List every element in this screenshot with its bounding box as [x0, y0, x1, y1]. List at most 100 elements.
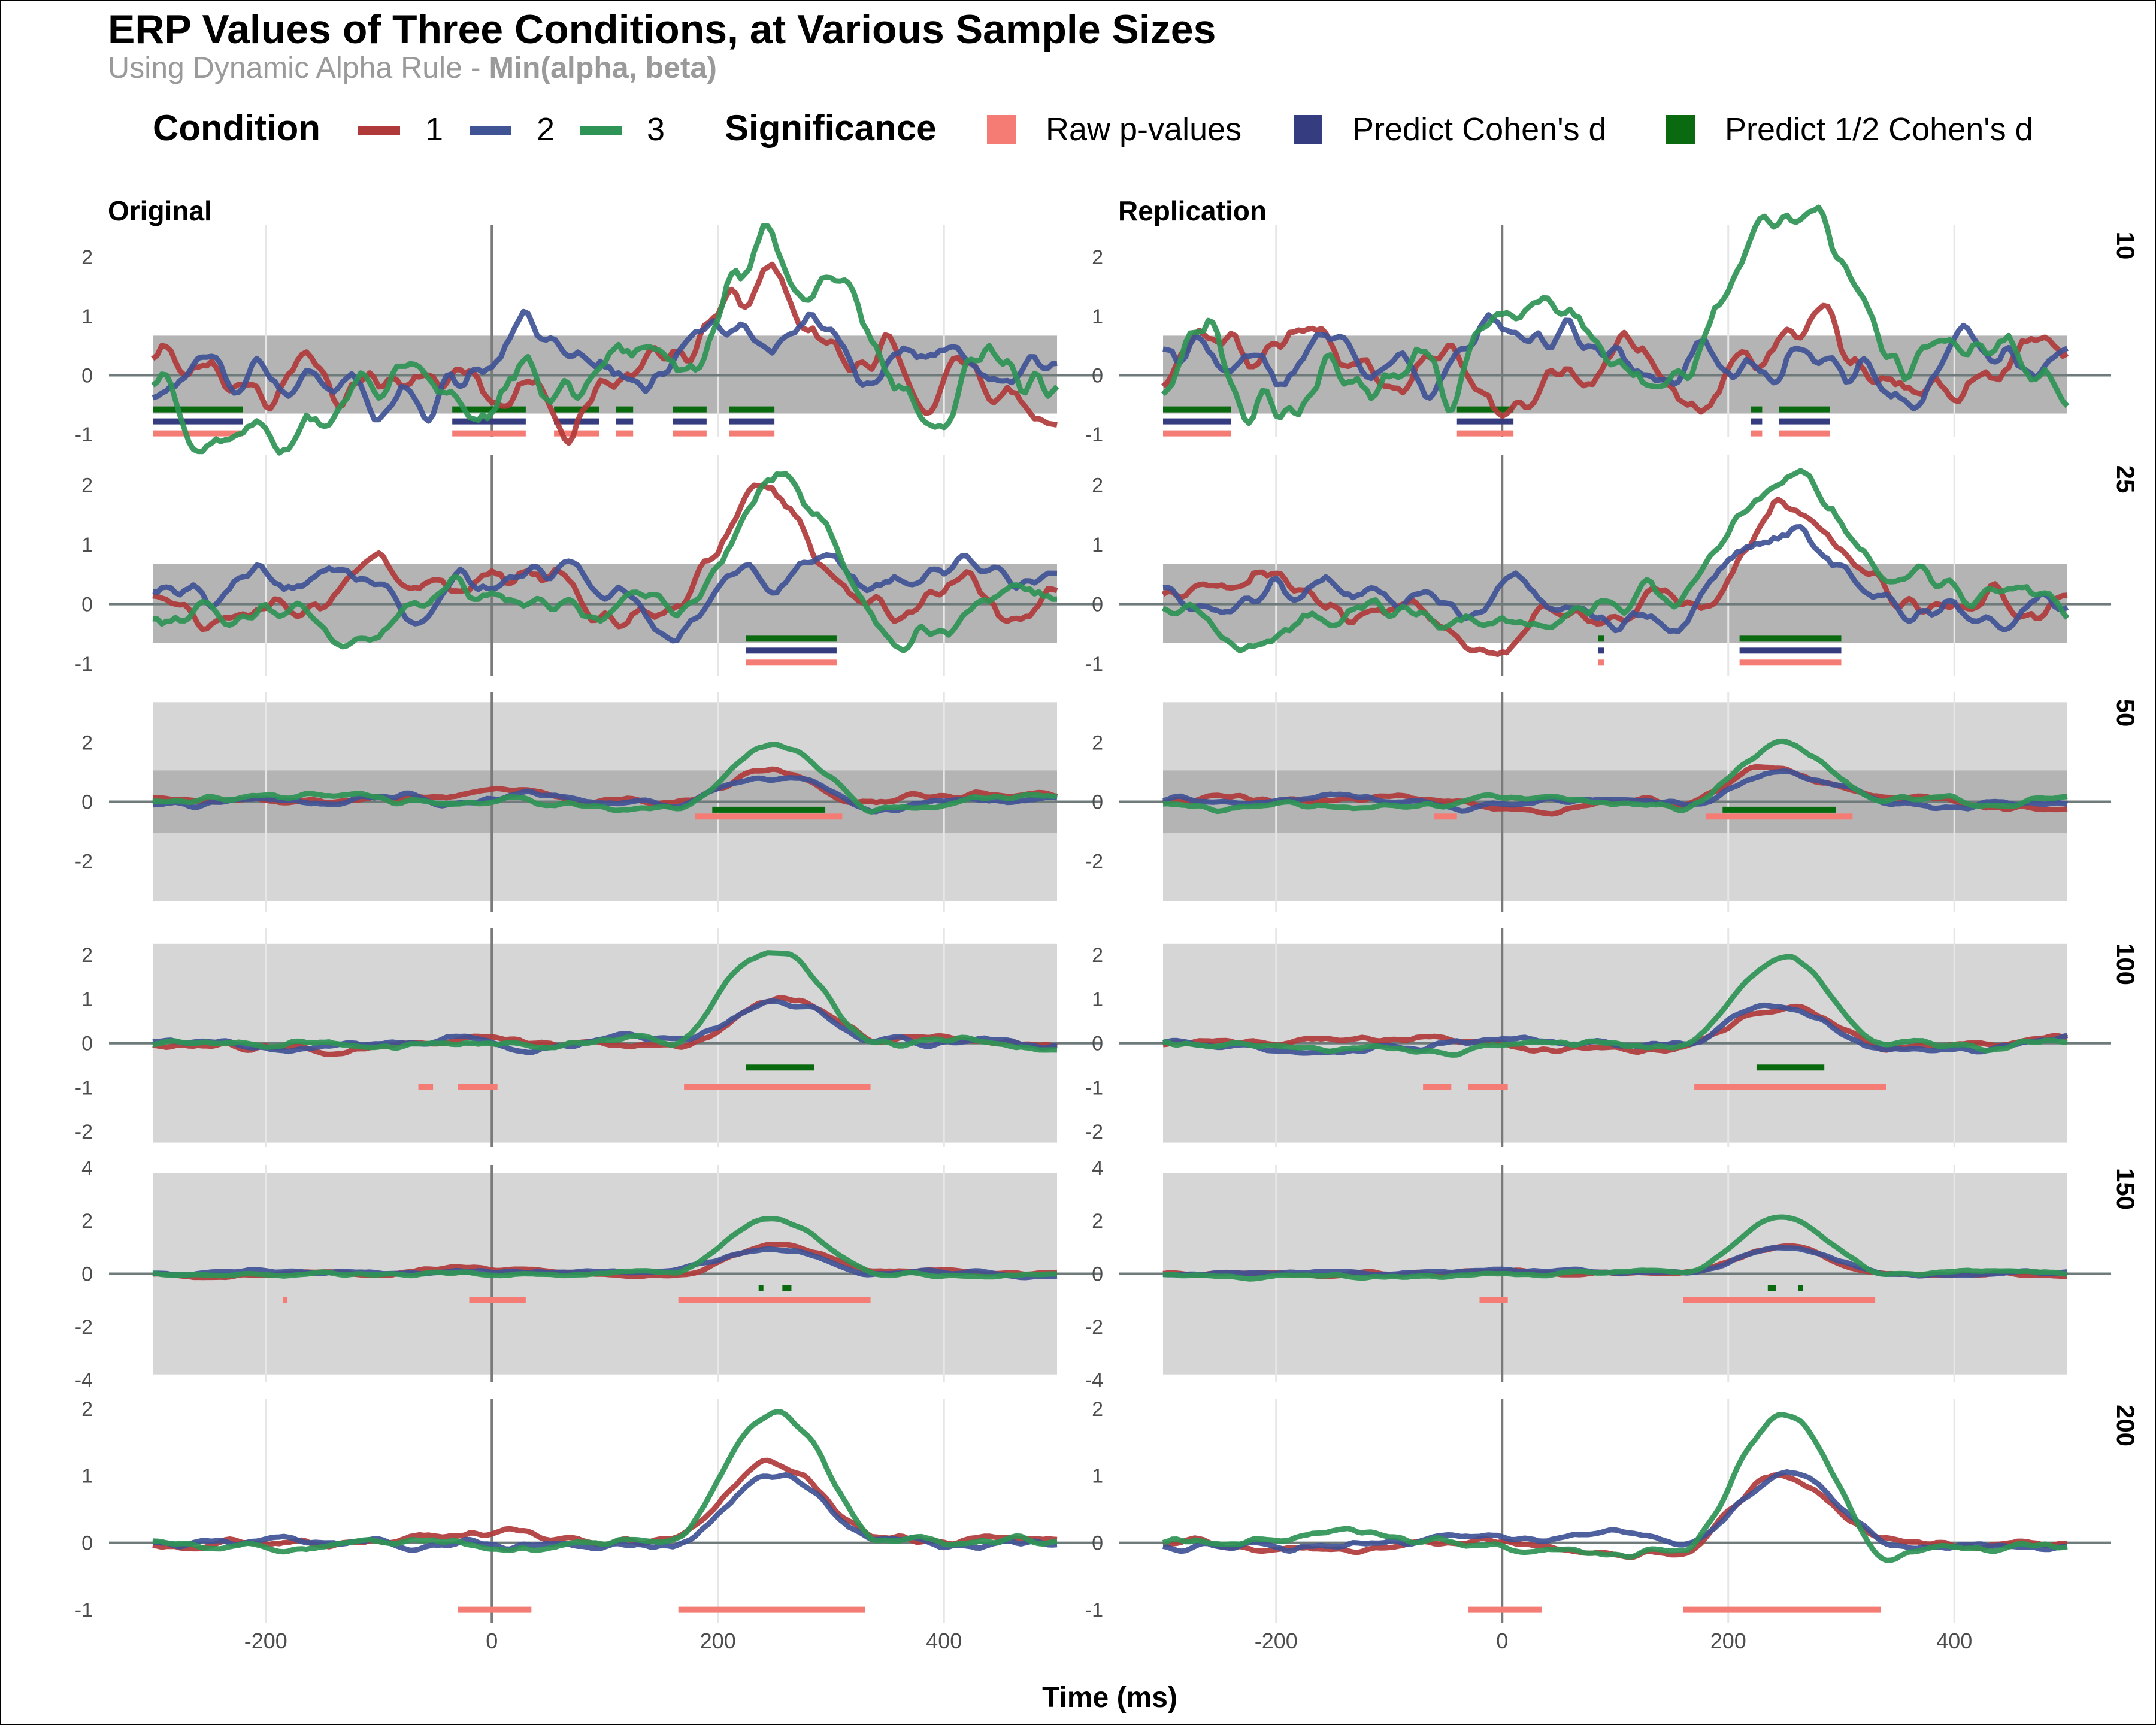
series-condition-3 — [152, 1409, 1058, 1555]
series-condition-3 — [151, 223, 1059, 456]
row-strip-label-n25: 25 — [2112, 465, 2140, 494]
sig-marker-half — [746, 1064, 814, 1071]
series-condition-3 — [152, 1216, 1058, 1280]
chart-title: ERP Values of Three Conditions, at Vario… — [108, 7, 1216, 52]
sig-marker-half — [616, 406, 634, 413]
legend-condition-3-label: 3 — [647, 111, 665, 147]
y-tick-label: 1 — [81, 1465, 93, 1488]
legend-significance-1-label: Predict Cohen's d — [1352, 111, 1607, 147]
y-tick-label: -1 — [1085, 1599, 1103, 1622]
sig-marker-half — [1756, 1064, 1825, 1071]
sig-marker-raw — [678, 1297, 871, 1303]
y-tick-label: -1 — [75, 653, 93, 676]
sig-marker-cohen — [452, 418, 526, 425]
sig-marker-half — [1598, 635, 1604, 642]
y-tick-label: 2 — [81, 1398, 93, 1421]
panel-original-n150: -4 -2 0 2 4 — [75, 1157, 1102, 1392]
sig-marker-raw — [452, 430, 526, 437]
x-tick-label: -200 — [244, 1629, 287, 1653]
sig-marker-raw — [1456, 430, 1514, 437]
sig-marker-raw — [1479, 1297, 1508, 1303]
sig-marker-raw — [1468, 1083, 1508, 1090]
sig-marker-raw — [1423, 1083, 1452, 1090]
x-tick-label: -200 — [1255, 1629, 1298, 1653]
legend-condition-title: Condition — [153, 108, 320, 148]
sig-marker-raw — [283, 1297, 288, 1303]
row-strip-label-n200: 200 — [2112, 1405, 2140, 1446]
sig-marker-cohen — [1739, 647, 1842, 654]
sig-marker-raw — [469, 1297, 526, 1303]
sig-marker-raw — [695, 813, 843, 820]
sig-marker-raw — [153, 430, 243, 437]
legend-significance-1-swatch — [1294, 115, 1322, 144]
sig-marker-half — [1779, 406, 1830, 413]
x-tick-label: 0 — [1496, 1629, 1508, 1653]
sig-marker-raw — [1468, 1606, 1542, 1613]
y-tick-label: -4 — [1085, 1369, 1103, 1392]
sig-marker-raw — [458, 1606, 532, 1613]
sig-marker-half — [758, 1285, 764, 1291]
legend-significance-0-label: Raw p-values — [1046, 111, 1241, 147]
y-tick-label: 0 — [81, 1263, 93, 1286]
sig-marker-raw — [1706, 813, 1853, 820]
legend-significance-2-label: Predict 1/2 Cohen's d — [1725, 111, 2033, 147]
sig-marker-cohen — [1779, 418, 1830, 425]
panel-original-n25: -1 0 1 2 — [75, 455, 1102, 676]
series-condition-1 — [152, 482, 1058, 632]
y-tick-label: 4 — [81, 1157, 93, 1179]
y-tick-label: 2 — [1092, 944, 1103, 967]
chart-subtitle: Using Dynamic Alpha Rule - Min(alpha, be… — [108, 51, 717, 84]
x-tick-label: 200 — [1710, 1629, 1746, 1653]
x-tick-label: 200 — [700, 1629, 736, 1653]
sig-marker-cohen — [746, 647, 837, 654]
sig-marker-raw — [684, 1083, 871, 1090]
y-tick-label: -1 — [75, 423, 93, 446]
series-condition-3 — [152, 950, 1058, 1053]
y-tick-label: 1 — [1092, 1465, 1103, 1488]
panel-original-n100: -2 -1 0 1 2 — [75, 928, 1102, 1147]
y-tick-label: 0 — [81, 791, 93, 814]
series-condition-1 — [151, 261, 1058, 446]
panel-replication-n25: -1 0 1 2 — [1085, 455, 2111, 676]
sig-marker-raw — [746, 659, 837, 666]
y-tick-label: 0 — [81, 1532, 93, 1555]
sig-marker-cohen — [673, 418, 707, 425]
sig-marker-half — [1456, 406, 1514, 413]
column-strip-label: Original — [108, 195, 212, 226]
sig-marker-raw — [458, 1083, 498, 1090]
y-tick-label: 2 — [81, 474, 93, 497]
y-tick-label: -1 — [75, 1599, 93, 1622]
y-tick-label: 1 — [1092, 534, 1103, 556]
y-tick-label: 2 — [1092, 731, 1103, 754]
y-tick-label: 0 — [81, 1033, 93, 1055]
sig-marker-raw — [678, 1606, 865, 1613]
series-condition-2 — [152, 308, 1058, 424]
sig-marker-cohen — [1456, 418, 1514, 425]
sig-marker-half — [1798, 1285, 1803, 1291]
panel-replication-n10: -1 0 1 2 Replication — [1085, 195, 2111, 446]
series-condition-3 — [152, 471, 1057, 653]
series-condition-2 — [152, 552, 1058, 644]
sig-marker-half — [1722, 806, 1836, 813]
sig-marker-cohen — [153, 418, 243, 425]
sig-marker-half — [746, 635, 837, 642]
y-tick-label: 2 — [81, 1210, 93, 1233]
y-tick-label: 2 — [1092, 474, 1103, 497]
panel-replication-n50: -2 0 2 — [1085, 692, 2111, 912]
y-tick-label: 1 — [81, 305, 93, 328]
panel-replication-n200: -1 0 1 2 -200 0 200 400 — [1085, 1398, 2111, 1653]
sig-marker-half — [1739, 635, 1842, 642]
sig-marker-raw — [418, 1083, 434, 1090]
y-tick-label: -2 — [75, 1316, 93, 1339]
sig-marker-half — [729, 406, 775, 413]
row-strip-label-n50: 50 — [2112, 699, 2140, 727]
series-condition-2 — [1162, 768, 2068, 814]
y-tick-label: -2 — [1085, 851, 1103, 873]
sig-marker-half — [554, 406, 599, 413]
y-tick-label: 2 — [81, 731, 93, 754]
y-tick-label: 2 — [1092, 1398, 1103, 1421]
series-condition-3 — [1162, 1214, 2068, 1282]
sig-marker-half — [782, 1285, 792, 1291]
series-condition-3 — [1162, 468, 2070, 654]
